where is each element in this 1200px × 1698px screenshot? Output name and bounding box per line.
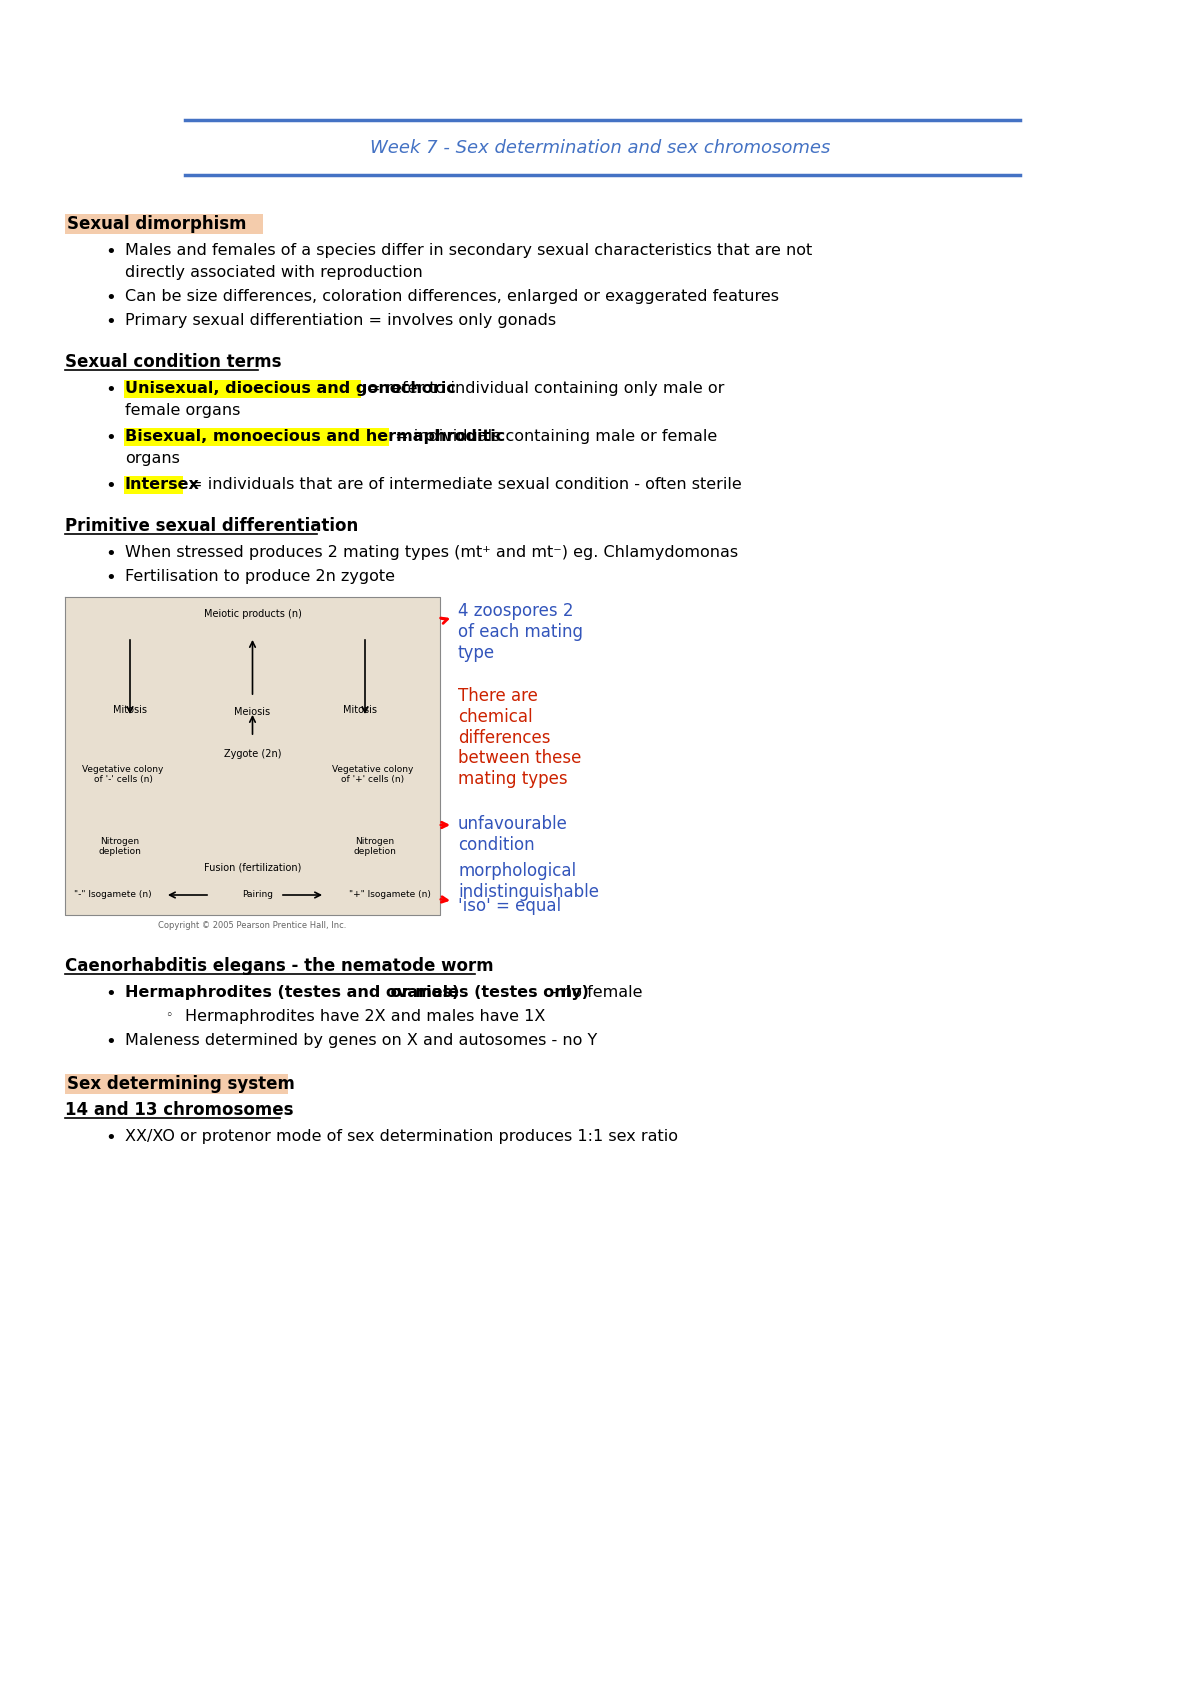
Text: •: • — [106, 312, 115, 331]
Text: Meiotic products (n): Meiotic products (n) — [204, 610, 301, 620]
Text: There are
chemical
differences
between these
mating types: There are chemical differences between t… — [458, 688, 581, 788]
Text: •: • — [106, 545, 115, 564]
Text: directly associated with reproduction: directly associated with reproduction — [125, 265, 422, 280]
Text: Hermaphrodites (testes and ovaries): Hermaphrodites (testes and ovaries) — [125, 985, 460, 1000]
Text: Pairing: Pairing — [242, 890, 274, 898]
Text: •: • — [106, 1032, 115, 1051]
FancyBboxPatch shape — [65, 214, 263, 234]
Text: Nitrogen
depletion: Nitrogen depletion — [354, 837, 396, 856]
Text: = individuals that are of intermediate sexual condition - often sterile: = individuals that are of intermediate s… — [184, 477, 742, 492]
Text: Primary sexual differentiation = involves only gonads: Primary sexual differentiation = involve… — [125, 312, 556, 328]
Text: "+" Isogamete (n): "+" Isogamete (n) — [349, 890, 431, 898]
Text: •: • — [106, 243, 115, 261]
Text: Primitive sexual differentiation: Primitive sexual differentiation — [65, 516, 359, 535]
Text: Nitrogen
depletion: Nitrogen depletion — [98, 837, 142, 856]
Text: Zygote (2n): Zygote (2n) — [223, 749, 281, 759]
Text: Vegetative colony
of '-' cells (n): Vegetative colony of '-' cells (n) — [83, 766, 163, 784]
Text: 4 zoospores 2
of each mating
type: 4 zoospores 2 of each mating type — [458, 603, 583, 662]
Text: morphological
indistinguishable: morphological indistinguishable — [458, 863, 599, 902]
FancyBboxPatch shape — [65, 1075, 288, 1094]
Text: organs: organs — [125, 452, 180, 465]
Text: Maleness determined by genes on X and autosomes - no Y: Maleness determined by genes on X and au… — [125, 1032, 598, 1048]
Text: 14 and 13 chromosomes: 14 and 13 chromosomes — [65, 1100, 294, 1119]
Text: Can be size differences, coloration differences, enlarged or exaggerated feature: Can be size differences, coloration diff… — [125, 289, 779, 304]
Text: Vegetative colony
of '+' cells (n): Vegetative colony of '+' cells (n) — [332, 766, 414, 784]
Text: Sexual condition terms: Sexual condition terms — [65, 353, 282, 370]
Text: •: • — [106, 430, 115, 447]
Text: Hermaphrodites have 2X and males have 1X: Hermaphrodites have 2X and males have 1X — [185, 1009, 545, 1024]
Text: = refer to individual containing only male or: = refer to individual containing only ma… — [362, 380, 725, 396]
FancyBboxPatch shape — [65, 598, 440, 915]
Text: •: • — [106, 985, 115, 1004]
Text: Sex determining system: Sex determining system — [67, 1075, 295, 1094]
Text: •: • — [106, 569, 115, 588]
Text: •: • — [106, 1129, 115, 1148]
Text: Bisexual, monoecious and hermaphroditic: Bisexual, monoecious and hermaphroditic — [125, 430, 505, 443]
Text: 'iso' = equal: 'iso' = equal — [458, 897, 562, 915]
Text: •: • — [106, 477, 115, 496]
Text: "-" Isogamete (n): "-" Isogamete (n) — [74, 890, 152, 898]
FancyBboxPatch shape — [124, 475, 182, 494]
Text: Males and females of a species differ in secondary sexual characteristics that a: Males and females of a species differ in… — [125, 243, 812, 258]
Text: Meiosis: Meiosis — [234, 706, 270, 717]
Text: Mitosis: Mitosis — [113, 705, 148, 715]
Text: Week 7 - Sex determination and sex chromosomes: Week 7 - Sex determination and sex chrom… — [370, 139, 830, 156]
Text: Fusion (fertilization): Fusion (fertilization) — [204, 863, 301, 873]
Text: female organs: female organs — [125, 402, 240, 418]
Text: Intersex: Intersex — [125, 477, 200, 492]
Text: Copyright © 2005 Pearson Prentice Hall, Inc.: Copyright © 2005 Pearson Prentice Hall, … — [158, 920, 347, 931]
Text: XX/XO or protenor mode of sex determination produces 1:1 sex ratio: XX/XO or protenor mode of sex determinat… — [125, 1129, 678, 1144]
Text: unfavourable
condition: unfavourable condition — [458, 815, 568, 854]
Text: ◦: ◦ — [166, 1009, 173, 1022]
Text: = individuals containing male or female: = individuals containing male or female — [390, 430, 718, 443]
Text: When stressed produces 2 mating types (mt⁺ and mt⁻) eg. Chlamydomonas: When stressed produces 2 mating types (m… — [125, 545, 738, 560]
Text: Caenorhabditis elegans - the nematode worm: Caenorhabditis elegans - the nematode wo… — [65, 958, 493, 975]
FancyBboxPatch shape — [124, 428, 389, 447]
Text: - no female: - no female — [546, 985, 642, 1000]
Text: Sexual dimorphism: Sexual dimorphism — [67, 216, 246, 233]
FancyBboxPatch shape — [124, 380, 361, 397]
Text: Unisexual, dioecious and gonochoric: Unisexual, dioecious and gonochoric — [125, 380, 456, 396]
Text: •: • — [106, 380, 115, 399]
Text: Fertilisation to produce 2n zygote: Fertilisation to produce 2n zygote — [125, 569, 395, 584]
Text: •: • — [106, 289, 115, 307]
Text: Mitosis: Mitosis — [343, 705, 377, 715]
Text: or males (testes only): or males (testes only) — [385, 985, 589, 1000]
